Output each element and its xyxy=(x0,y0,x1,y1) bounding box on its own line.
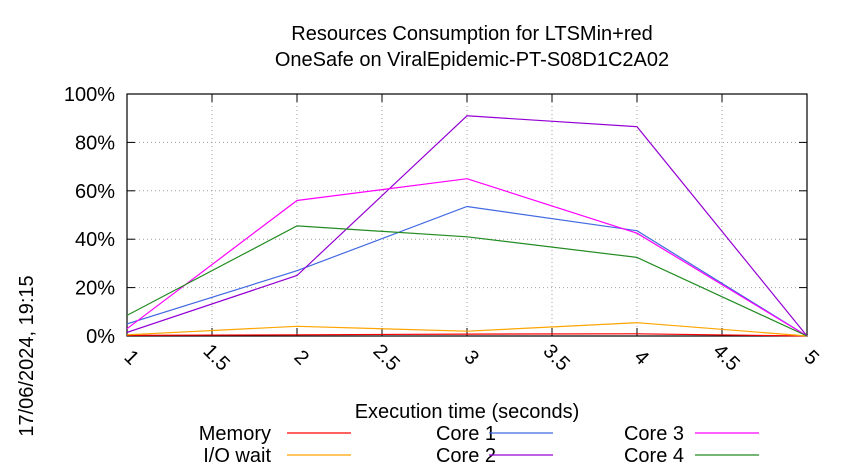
y-tick-label: 40% xyxy=(75,229,115,251)
x-tick-label: 4.5 xyxy=(709,340,744,375)
y-axis-ticks: 0% 20% 40% 60% 80% 100% xyxy=(64,84,807,348)
chart-title-line-2: OneSafe on ViralEpidemic-PT-S08D1C2A02 xyxy=(275,49,669,71)
x-tick-label: 3.5 xyxy=(539,340,574,375)
x-tick-label: 2.5 xyxy=(369,340,404,375)
series-line-core-1 xyxy=(126,205,808,337)
legend-label: Memory xyxy=(199,423,271,445)
grid xyxy=(127,94,807,336)
y-tick-label: 0% xyxy=(86,326,115,348)
x-tick-label: 4 xyxy=(630,346,653,369)
series-line-memory xyxy=(126,333,808,337)
series-line-core-3 xyxy=(126,178,808,337)
legend-label: I/O wait xyxy=(203,445,271,467)
legend-label: Core 4 xyxy=(624,445,684,467)
x-tick-label: 1.5 xyxy=(199,340,234,375)
legend-label: Core 1 xyxy=(436,423,496,445)
plot-frame xyxy=(126,93,808,337)
chart-title-line-1: Resources Consumption for LTSMin+red xyxy=(291,23,652,45)
series-lines xyxy=(126,115,808,337)
legend-label: Core 3 xyxy=(624,423,684,445)
legend-label: Core 2 xyxy=(436,445,496,467)
x-tick-label: 1 xyxy=(120,346,143,369)
series-line-core-4 xyxy=(126,225,808,337)
x-tick-label: 3 xyxy=(460,346,483,369)
x-tick-label: 5 xyxy=(800,346,823,369)
x-tick-label: 2 xyxy=(290,346,313,369)
x-axis-ticks: 1 1.5 2 2.5 3 3.5 4 4.5 5 xyxy=(120,94,823,375)
series-line-core-2 xyxy=(126,115,808,337)
x-axis-label: Execution time (seconds) xyxy=(355,401,580,423)
y-tick-label: 20% xyxy=(75,278,115,300)
y-tick-label: 60% xyxy=(75,181,115,203)
series-line-i-o-wait xyxy=(126,322,808,337)
y-tick-label: 80% xyxy=(75,132,115,154)
timestamp-label: 17/06/2024, 19:15 xyxy=(16,275,38,436)
y-tick-label: 100% xyxy=(64,84,115,106)
